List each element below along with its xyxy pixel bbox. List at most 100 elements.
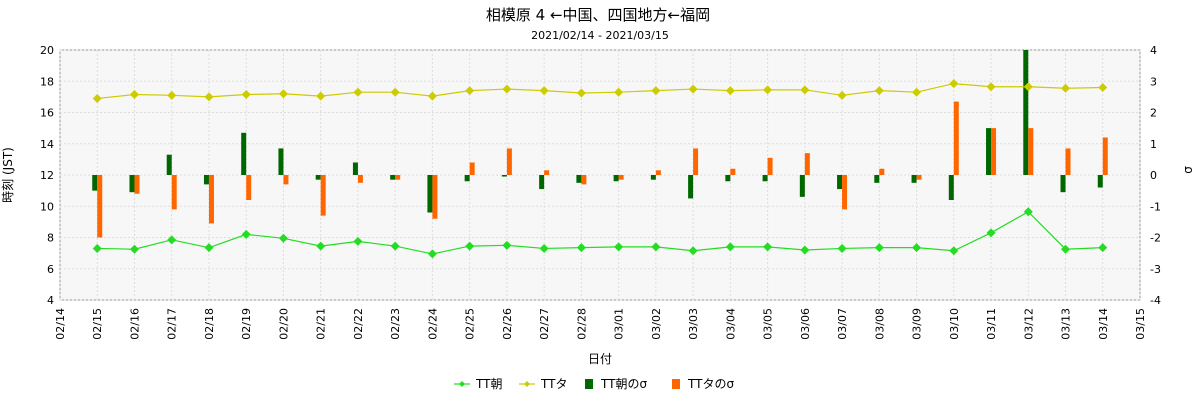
legend-label: TTタのσ xyxy=(687,377,734,391)
series-point xyxy=(725,86,735,96)
series-point xyxy=(539,86,549,96)
sigma-bar xyxy=(469,162,475,175)
series-point xyxy=(763,85,773,95)
x-ticks: 02/14 02/15 02/16 02/17 02/18 02/19 02/20 02/21… xyxy=(54,308,1147,340)
series-point xyxy=(576,88,586,98)
y-tick-label-right: -3 xyxy=(1150,263,1161,276)
x-tick-label: 03/03 xyxy=(687,308,700,340)
series-point xyxy=(1098,83,1108,92)
x-tick-label: 02/16 xyxy=(128,308,141,340)
sigma-bar xyxy=(544,170,550,175)
sigma-bar xyxy=(581,175,587,185)
series-point xyxy=(316,241,326,251)
series-point xyxy=(651,242,661,252)
x-tick-label: 03/14 xyxy=(1097,308,1110,340)
sigma-bar xyxy=(390,175,396,180)
x-tick-label: 03/06 xyxy=(799,308,812,340)
sigma-bar xyxy=(837,175,843,190)
sigma-bar xyxy=(688,175,694,199)
series-point xyxy=(427,91,437,101)
series-point xyxy=(167,235,177,245)
sigma-bar xyxy=(315,175,321,180)
series-point xyxy=(390,241,400,251)
series-point xyxy=(614,87,624,97)
sigma-bar xyxy=(357,175,363,183)
legend-marker xyxy=(459,381,465,387)
x-tick-label: 03/09 xyxy=(911,308,924,340)
sigma-bar xyxy=(427,175,433,213)
chart-title: 相模原 4 ←中国、四国地方←福岡 xyxy=(486,6,710,24)
x-tick-label: 03/08 xyxy=(873,308,886,340)
x-tick-label: 03/15 xyxy=(1134,308,1147,340)
series-point xyxy=(837,90,847,100)
series-point xyxy=(129,244,139,254)
sigma-bar xyxy=(1065,148,1071,175)
y-tick-label-right: 0 xyxy=(1150,169,1157,182)
sigma-bar xyxy=(730,168,736,175)
sigma-bar xyxy=(166,154,172,175)
series-point xyxy=(353,87,363,97)
y-tick-label-left: 16 xyxy=(40,107,54,120)
series-line xyxy=(97,210,1103,255)
series-point xyxy=(912,243,922,253)
y-tick-label-left: 12 xyxy=(40,169,54,182)
y-tick-label-right: 2 xyxy=(1150,107,1157,120)
sigma-bar xyxy=(1060,175,1066,193)
sigma-bar xyxy=(432,175,438,219)
chart-subtitle: 2021/02/14 - 2021/03/15 xyxy=(531,29,669,42)
series-point xyxy=(1061,244,1071,254)
x-tick-label: 03/01 xyxy=(613,308,626,340)
series-point xyxy=(278,233,288,243)
sigma-bar xyxy=(618,175,624,180)
y-tick-label-left: 10 xyxy=(40,200,54,213)
bar-series xyxy=(92,50,1108,238)
sigma-bar xyxy=(650,175,656,180)
series-point xyxy=(167,90,177,100)
series-point xyxy=(986,82,996,92)
x-tick-label: 02/19 xyxy=(240,308,253,340)
y-tick-label-left: 20 xyxy=(40,44,54,57)
x-tick-label: 02/24 xyxy=(426,308,439,340)
legend-marker xyxy=(524,381,530,387)
sigma-bar xyxy=(1097,175,1103,188)
sigma-bar xyxy=(92,175,98,191)
series-point xyxy=(651,86,661,96)
sigma-bar xyxy=(613,175,619,182)
sigma-bar xyxy=(916,175,922,180)
series-point xyxy=(129,90,139,100)
legend-label: TT朝のσ xyxy=(600,377,647,391)
legend-label: TT朝 xyxy=(475,377,502,391)
sigma-bar xyxy=(246,175,252,200)
x-tick-label: 02/17 xyxy=(166,308,179,340)
x-tick-label: 02/14 xyxy=(54,308,67,340)
sigma-bar xyxy=(693,148,699,175)
series-point xyxy=(725,242,735,252)
series-point xyxy=(92,93,102,103)
sigma-bar xyxy=(171,175,177,210)
series-point xyxy=(949,79,959,89)
sigma-bar xyxy=(241,132,247,175)
sigma-bar xyxy=(911,175,917,183)
y-tick-label-left: 14 xyxy=(40,138,54,151)
x-tick-label: 02/22 xyxy=(352,308,365,340)
sigma-bar xyxy=(278,148,284,175)
series-point xyxy=(278,89,288,99)
series-point xyxy=(241,229,251,239)
series-point xyxy=(204,92,214,102)
series-point xyxy=(986,228,996,238)
sigma-bar xyxy=(655,170,661,175)
series-point xyxy=(92,243,102,253)
y-axis-label-left: 時刻 (JST) xyxy=(1,147,15,203)
series-point xyxy=(688,246,698,256)
sigma-bar xyxy=(501,175,507,177)
y-tick-label-left: 6 xyxy=(47,263,54,276)
sigma-bar xyxy=(352,162,358,175)
sigma-bar xyxy=(134,175,140,194)
y-tick-label-right: -1 xyxy=(1150,200,1161,213)
x-tick-label: 02/21 xyxy=(315,308,328,340)
sigma-bar xyxy=(97,175,103,238)
series-point xyxy=(241,90,251,100)
sigma-bar xyxy=(576,175,582,183)
series-point xyxy=(614,242,624,252)
